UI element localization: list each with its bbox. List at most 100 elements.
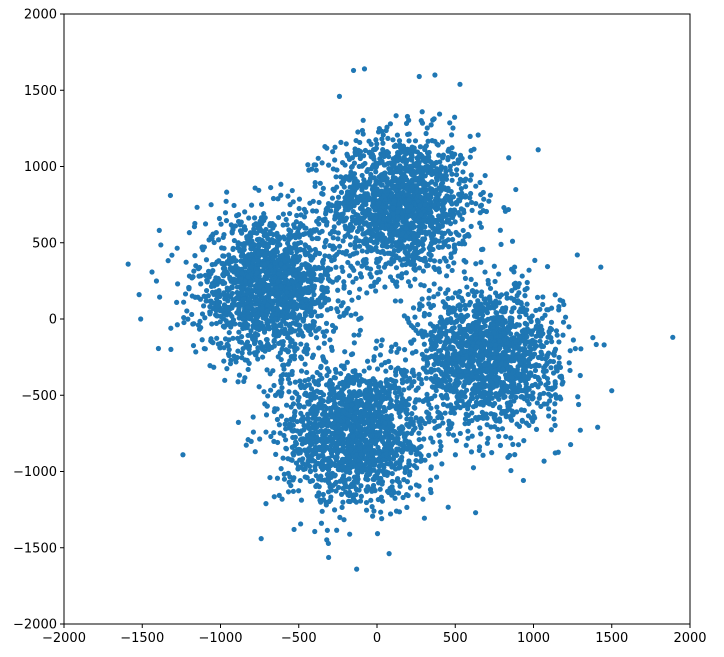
scatter-point (224, 304, 230, 310)
scatter-point (327, 242, 333, 249)
scatter-point (225, 351, 232, 357)
scatter-point (470, 385, 477, 392)
scatter-point (463, 368, 469, 374)
scatter-point (357, 148, 364, 155)
scatter-point (214, 259, 220, 265)
scatter-point (209, 236, 215, 242)
scatter-point (377, 159, 384, 166)
scatter-point (424, 409, 430, 415)
scatter-point (509, 309, 515, 315)
scatter-point (479, 316, 485, 322)
scatter-point (517, 347, 523, 353)
scatter-point (259, 268, 265, 274)
scatter-point (468, 329, 474, 335)
scatter-point (526, 360, 532, 367)
scatter-point (252, 215, 258, 221)
scatter-point (478, 224, 484, 230)
scatter-point (449, 132, 455, 138)
scatter-point (458, 312, 464, 318)
scatter-point (553, 328, 560, 334)
scatter-point (403, 225, 409, 231)
scatter-point (526, 401, 532, 407)
scatter-point (419, 296, 425, 302)
scatter-point (362, 213, 368, 219)
scatter-point (385, 135, 391, 141)
scatter-point (474, 305, 480, 311)
scatter-point (242, 375, 248, 381)
scatter-point (451, 160, 457, 167)
scatter-point (451, 410, 457, 416)
scatter-point (536, 330, 542, 336)
scatter-point (199, 311, 206, 317)
scatter-point (572, 346, 578, 352)
scatter-point (309, 354, 316, 361)
scatter-point (313, 249, 319, 255)
scatter-point (359, 127, 366, 134)
scatter-point (538, 349, 544, 355)
scatter-point (333, 174, 339, 180)
scatter-point (242, 209, 248, 215)
scatter-point (169, 252, 175, 258)
scatter-point (469, 355, 475, 362)
scatter-point (319, 228, 325, 234)
scatter-point (532, 257, 538, 263)
scatter-point (390, 184, 396, 190)
scatter-point (440, 185, 446, 192)
scatter-point (321, 285, 327, 291)
scatter-point (552, 292, 558, 298)
scatter-point (426, 229, 432, 235)
scatter-point (334, 306, 340, 312)
scatter-point (390, 211, 397, 217)
scatter-point (255, 297, 261, 303)
scatter-point (395, 216, 401, 222)
scatter-point (195, 265, 201, 271)
scatter-point (534, 400, 540, 406)
scatter-point (467, 154, 473, 160)
scatter-point (281, 330, 288, 337)
scatter-point (417, 256, 423, 262)
scatter-point (518, 301, 524, 307)
scatter-point (388, 364, 394, 371)
scatter-point (453, 438, 460, 444)
scatter-point (226, 259, 233, 265)
scatter-point (292, 328, 298, 334)
scatter-point (238, 339, 245, 345)
scatter-point (398, 298, 404, 304)
scatter-point (418, 248, 424, 254)
scatter-point (275, 301, 281, 307)
scatter-point (443, 273, 450, 279)
scatter-point (380, 153, 386, 159)
scatter-point (389, 225, 395, 231)
scatter-point (415, 230, 421, 237)
scatter-point (443, 168, 449, 174)
scatter-point (601, 342, 607, 348)
scatter-point (253, 320, 260, 326)
scatter-point (504, 291, 510, 297)
scatter-point (484, 415, 490, 421)
scatter-point (452, 372, 458, 378)
scatter-point (527, 350, 533, 357)
scatter-point (449, 344, 455, 350)
scatter-point (456, 181, 462, 187)
scatter-point (194, 204, 200, 210)
scatter-point (478, 330, 484, 336)
scatter-point (352, 178, 359, 185)
scatter-point (238, 276, 244, 282)
scatter-point (442, 195, 448, 201)
scatter-point (397, 246, 403, 252)
scatter-point (379, 223, 385, 229)
scatter-point (329, 347, 335, 353)
scatter-point (462, 275, 469, 281)
scatter-point (556, 354, 562, 361)
scatter-point (341, 312, 347, 318)
scatter-point (433, 181, 439, 187)
scatter-point (363, 184, 369, 190)
scatter-point (156, 227, 162, 233)
scatter-point (440, 219, 446, 226)
scatter-point (530, 390, 536, 396)
scatter-point (443, 173, 449, 179)
scatter-point (191, 321, 197, 327)
scatter-point (200, 247, 206, 253)
scatter-point (327, 337, 333, 343)
scatter-point (562, 314, 569, 320)
